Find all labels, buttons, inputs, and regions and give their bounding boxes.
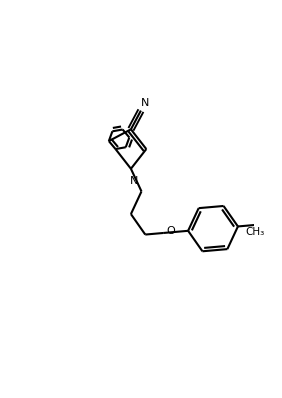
Text: CH₃: CH₃ — [246, 227, 265, 237]
Text: O: O — [166, 226, 175, 236]
Text: N: N — [129, 176, 138, 186]
Text: N: N — [141, 98, 149, 108]
